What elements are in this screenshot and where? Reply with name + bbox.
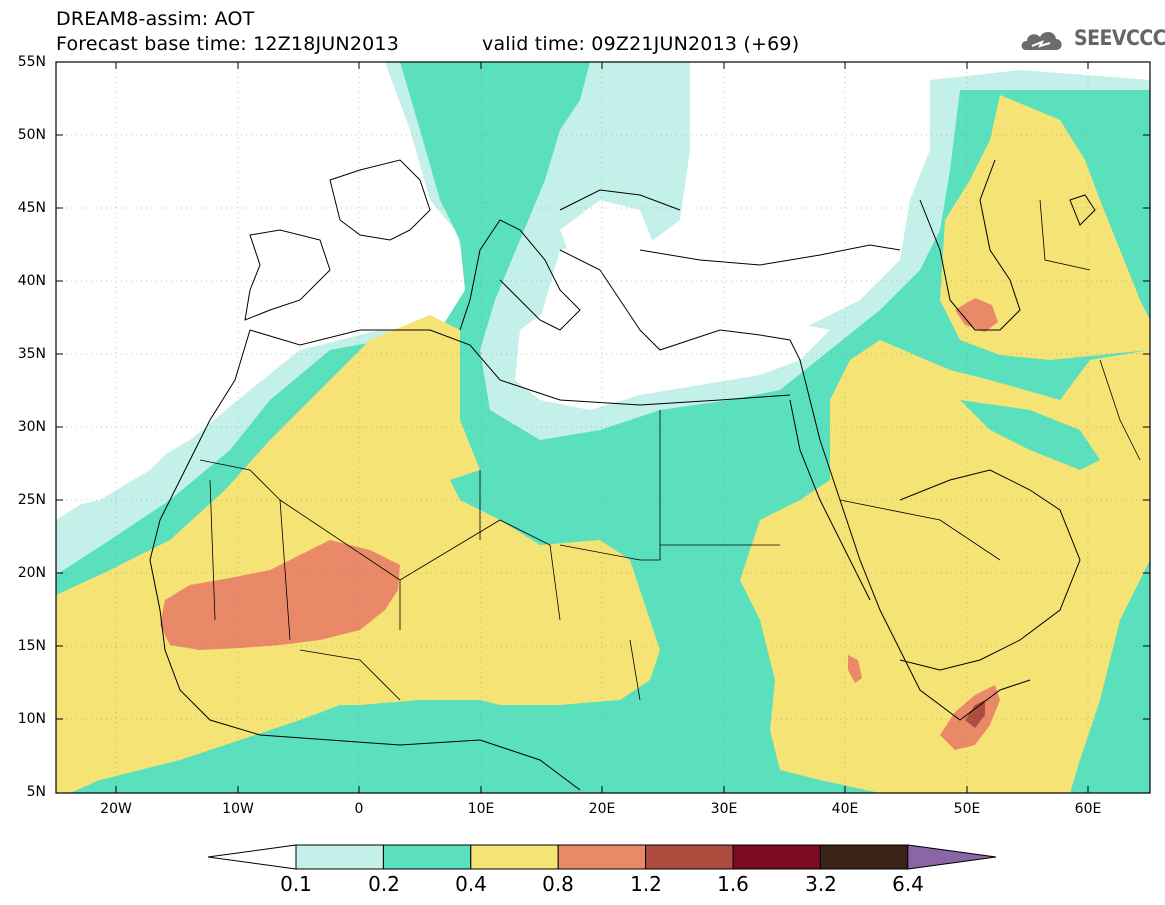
valid-time-label: valid time: 09Z21JUN2013 (+69) (482, 33, 800, 55)
lon-label: 10W (222, 801, 254, 817)
lat-label: 20N (17, 565, 46, 581)
colorbar-swatch (732, 844, 821, 870)
aot-band-08-redsea (848, 655, 862, 683)
colorbar-swatch (557, 844, 647, 870)
colorbar-label: 6.4 (892, 872, 924, 896)
cloud-logo-icon (1021, 31, 1062, 50)
aot-band-02-arabia (960, 400, 1100, 470)
lat-label: 15N (17, 638, 46, 654)
clean-area-europe (56, 62, 430, 510)
base-time-label: Forecast base time: 12Z18JUN2013 (56, 33, 399, 55)
colorbar-swatch (645, 844, 734, 870)
lat-label: 40N (17, 273, 46, 289)
lat-label: 25N (17, 492, 46, 508)
colorbar-label: 0.8 (542, 872, 574, 896)
colorbar-label: 1.6 (717, 872, 749, 896)
colorbar-swatch (819, 844, 909, 870)
country-borders (199, 199, 1141, 701)
lon-label: 20E (588, 801, 616, 817)
colorbar-label: 0.4 (455, 872, 487, 896)
lon-label: 10E (467, 801, 495, 817)
aot-band-08-west (160, 540, 400, 650)
lat-label: 50N (17, 127, 46, 143)
map-title: DREAM8-assim: AOT (56, 8, 255, 30)
lon-label: 20W (100, 801, 132, 817)
lat-label: 45N (17, 200, 46, 216)
clean-area-east (690, 62, 930, 255)
lat-label: 5N (26, 784, 46, 800)
lat-label: 35N (17, 346, 46, 362)
logo-text: SEEVCCC (1074, 26, 1165, 50)
lon-label: 30E (710, 801, 738, 817)
colorbar-label: 1.2 (630, 872, 662, 896)
grid-lines (56, 62, 1150, 793)
colorbar-label: 0.1 (280, 872, 312, 896)
lon-label: 40E (831, 801, 859, 817)
colorbar-swatch (295, 844, 384, 870)
colorbar-high-arrow (907, 844, 997, 870)
colorbar-label: 0.2 (368, 872, 400, 896)
lon-label: 0 (354, 801, 364, 817)
colorbar-label: 3.2 (805, 872, 837, 896)
lat-label: 30N (17, 419, 46, 435)
lon-label: 60E (1074, 801, 1102, 817)
lat-label: 10N (17, 711, 46, 727)
colorbar (207, 844, 997, 870)
coastlines (149, 159, 1096, 791)
aot-band-08-caspian (955, 298, 998, 332)
lat-label: 55N (17, 54, 46, 70)
aot-band-04-caspian (940, 95, 1150, 360)
clean-area-med (515, 280, 830, 410)
clean-area-balkan (560, 200, 660, 290)
aot-band-02-sahel (200, 660, 790, 793)
colorbar-low-arrow (207, 844, 297, 870)
colorbar-swatch (382, 844, 472, 870)
aot-band-12-somalia (965, 700, 985, 728)
colorbar-swatch (470, 844, 559, 870)
lon-label: 50E (953, 801, 981, 817)
